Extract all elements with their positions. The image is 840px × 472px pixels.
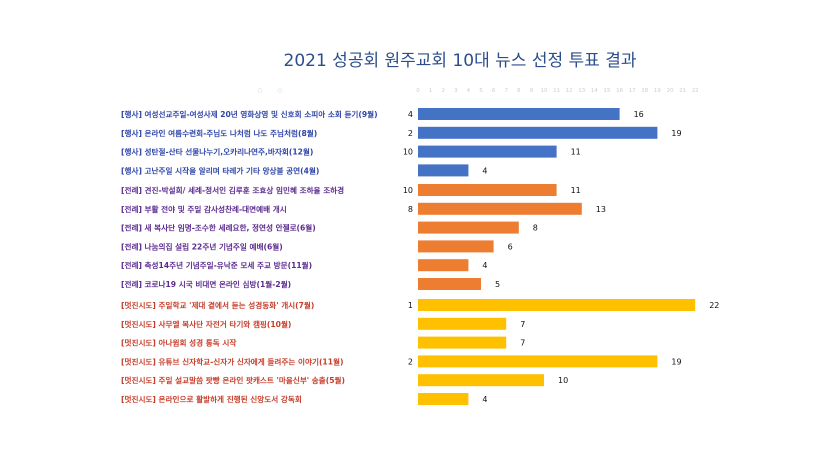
value-label: 19 [671, 129, 681, 138]
value-label: 10 [558, 376, 568, 385]
x-tick-label: 16 [616, 88, 623, 94]
category-label: [행사] 여성선교주일-여성사제 20년 영화상영 및 신호회 소피아 소회 듣… [121, 109, 378, 119]
value-label: 6 [508, 242, 513, 251]
category-label: [전례] 견진-박설희/ 세례-정서인 김루훈 조효상 임민혜 조하율 조하경 [121, 185, 344, 195]
category-label: [멋진시도] 사무엘 복사단 자전거 타기와 캠핑(10월) [121, 319, 291, 329]
rank-label: 10 [403, 186, 413, 195]
bar [418, 374, 544, 387]
value-label: 7 [520, 339, 525, 348]
category-label: [행사] 성탄절-산타 선물나누기,오카리나연주,바자회(12월) [121, 147, 313, 157]
x-tick-label: 6 [492, 88, 496, 94]
category-label: [멋진시도] 온라인으로 활발하게 진행된 신앙도서 강독회 [121, 394, 302, 404]
category-label: [멋진시도] 주일 설교말씀 팟빵 온라인 팟캐스트 '마을신부' 송출(5월) [121, 375, 345, 385]
rank-label: 8 [408, 205, 413, 214]
value-label: 7 [520, 320, 525, 329]
value-label: 11 [571, 186, 581, 195]
x-tick-label: 5 [479, 88, 483, 94]
x-tick-label: 11 [553, 88, 560, 94]
bar [418, 108, 620, 120]
bar [418, 126, 658, 139]
bar [418, 164, 469, 177]
bar [418, 336, 507, 349]
bar [418, 145, 557, 158]
axis-marker: ○ [258, 88, 263, 94]
axis-marker: ○ [278, 88, 283, 94]
bar [418, 221, 519, 234]
bar [418, 259, 469, 272]
category-label: [멋진시도] 유튜브 신자학교-신자가 신자에게 들려주는 이야기(11월) [121, 356, 343, 366]
category-label: [행사] 온라인 여름수련회-주님도 나처럼 나도 주님처럼(8월) [121, 128, 317, 138]
category-label: [전례] 나눔의집 설립 22주년 기념주일 예배(6월) [121, 241, 283, 251]
x-tick-label: 10 [541, 88, 548, 94]
x-tick-label: 3 [454, 88, 458, 94]
x-tick-label: 14 [591, 88, 598, 94]
x-tick-label: 20 [667, 88, 674, 94]
bar [418, 299, 696, 311]
rank-label: 2 [408, 129, 413, 138]
value-label: 11 [571, 148, 581, 157]
category-label: [전례] 코로나19 시국 비대면 온라인 심방(1월-2월) [121, 279, 291, 289]
bar [418, 355, 658, 368]
x-tick-label: 17 [629, 88, 636, 94]
x-tick-label: 4 [467, 88, 471, 94]
bar [418, 240, 494, 253]
rank-label: 10 [403, 148, 413, 157]
x-tick-label: 12 [566, 88, 573, 94]
value-label: 5 [495, 280, 500, 289]
x-tick-label: 15 [604, 88, 611, 94]
value-label: 13 [596, 205, 606, 214]
category-label: [멋진시도] 아나윔회 성경 통독 시작 [121, 338, 236, 348]
value-label: 22 [709, 301, 719, 310]
bar [418, 317, 507, 330]
value-label: 4 [482, 395, 487, 404]
value-label: 8 [533, 224, 538, 233]
bar [418, 202, 582, 215]
x-tick-label: 13 [578, 88, 585, 94]
x-tick-label: 9 [530, 88, 534, 94]
rank-label: 4 [408, 110, 413, 119]
chart-title: 2021 성공회 원주교회 10대 뉴스 선정 투표 결과 [283, 51, 637, 71]
rank-label: 1 [408, 301, 413, 310]
x-tick-label: 2 [441, 88, 445, 94]
x-tick-label: 21 [679, 88, 686, 94]
x-tick-label: 22 [692, 88, 699, 94]
category-label: [행사] 고난주일 시작을 알리며 타레가 기타 앙상블 공연(4월) [121, 165, 319, 175]
x-tick-label: 19 [654, 88, 661, 94]
bar [418, 278, 481, 290]
category-label: [전례] 새 복사단 임명-조수한 세례요한, 정연성 안젤로(6월) [121, 223, 316, 233]
category-label: [전례] 부활 전야 및 주일 감사성찬례-대면예배 개시 [121, 204, 287, 214]
x-tick-label: 1 [429, 88, 433, 94]
bar [418, 184, 557, 196]
x-tick-label: 18 [641, 88, 648, 94]
value-label: 4 [482, 166, 487, 175]
category-label: [전례] 축성14주년 기념주일-유낙준 모세 주교 방문(11월) [121, 260, 312, 270]
value-label: 4 [482, 261, 487, 270]
x-tick-label: 7 [504, 88, 508, 94]
value-label: 16 [634, 110, 644, 119]
rank-label: 2 [408, 357, 413, 366]
x-tick-label: 8 [517, 88, 521, 94]
value-label: 19 [671, 357, 681, 366]
bar [418, 393, 469, 405]
category-label: [멋진시도] 주일학교 '제대 곁에서 듣는 성경동화' 개시(7월) [121, 300, 314, 310]
x-tick-label: 0 [416, 88, 420, 94]
